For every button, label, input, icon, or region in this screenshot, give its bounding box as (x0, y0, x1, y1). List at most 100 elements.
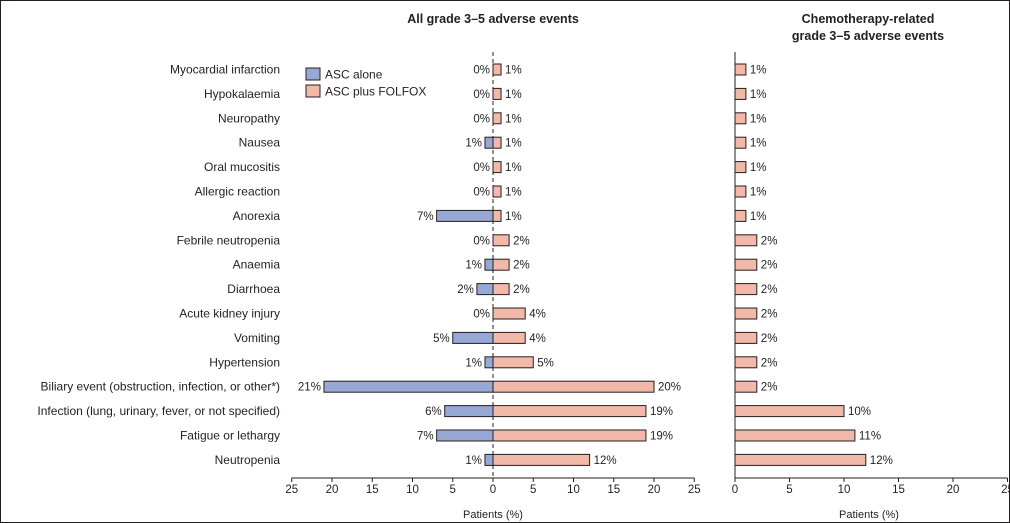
category-label-hypokalaemia: Hypokalaemia (204, 87, 280, 101)
chemo-bar-acute-kidney-injury (734, 307, 758, 320)
value-label-asc-alone-hypertension: 1% (465, 357, 482, 369)
bar-asc-plus-folfox-nausea (492, 136, 502, 149)
chemo-bar-myocardial-infarction (734, 63, 747, 76)
left-x-axis: 25 20 15 10 5 0 5 10 15 20 25 (285, 477, 701, 496)
value-label-asc-alone-allergic-reaction: 0% (473, 187, 490, 199)
left-tick-label: 25 (285, 484, 298, 496)
value-label-asc-alone-fatigue-or-lethargy: 7% (417, 431, 434, 443)
value-label-asc-alone-hypokalaemia: 0% (473, 89, 490, 101)
chemo-value-label-vomiting: 2% (761, 333, 778, 345)
chemo-value-label-anorexia: 1% (750, 211, 767, 223)
category-label-anaemia: Anaemia (233, 258, 281, 272)
chemo-value-label-myocardial-infarction: 1% (750, 65, 767, 77)
value-label-asc-plus-folfox-febrile-neutropenia: 2% (513, 235, 530, 247)
category-label-hypertension: Hypertension (209, 355, 280, 369)
value-label-asc-plus-folfox-hypertension: 5% (537, 357, 554, 369)
left-bars: Myocardial infarction 0% 1% Hypokalaemia 0% 1… (37, 52, 681, 478)
bar-asc-plus-folfox-febrile-neutropenia (492, 234, 510, 247)
chemo-bar-nausea (734, 136, 747, 149)
value-label-asc-alone-nausea: 1% (465, 138, 482, 150)
chemo-value-label-anaemia: 2% (761, 260, 778, 272)
left-tick-label: 10 (406, 484, 419, 496)
chemo-bar-vomiting (734, 331, 758, 344)
chemo-bar-neuropathy (734, 112, 747, 125)
chemo-bar-biliary-event-obstruction-infection-or-other (734, 380, 758, 393)
value-label-asc-alone-vomiting: 5% (433, 333, 450, 345)
chemo-value-label-biliary-event-obstruction-infection-or-other: 2% (761, 382, 778, 394)
value-label-asc-plus-folfox-anaemia: 2% (513, 260, 530, 272)
chemo-value-label-infection-lung-urinary-fever-or-not-specified: 10% (848, 406, 871, 418)
right-panel-title-line-1: Chemotherapy-related (802, 12, 935, 26)
chemo-value-label-febrile-neutropenia: 2% (761, 235, 778, 247)
bar-asc-plus-folfox-acute-kidney-injury (492, 307, 526, 320)
category-label-vomiting: Vomiting (234, 331, 280, 345)
value-label-asc-plus-folfox-fatigue-or-lethargy: 19% (650, 431, 673, 443)
bar-asc-alone-nausea (484, 136, 494, 149)
left-tick-label: 0 (490, 484, 496, 496)
legend: ASC alone ASC plus FOLFOX (305, 67, 426, 99)
right-panel-title-line-2: grade 3–5 adverse events (792, 29, 944, 43)
value-label-asc-plus-folfox-hypokalaemia: 1% (505, 89, 522, 101)
chemo-value-label-allergic-reaction: 1% (750, 187, 767, 199)
category-label-anorexia: Anorexia (233, 209, 281, 223)
chemo-value-label-fatigue-or-lethargy: 11% (859, 431, 881, 443)
category-label-allergic-reaction: Allergic reaction (195, 185, 280, 199)
category-label-nausea: Nausea (239, 136, 281, 150)
value-label-asc-plus-folfox-anorexia: 1% (505, 211, 522, 223)
bar-asc-plus-folfox-diarrhoea (492, 283, 510, 296)
bar-asc-plus-folfox-hypokalaemia (492, 87, 502, 100)
chemo-bar-febrile-neutropenia (734, 234, 758, 247)
chemo-bar-anorexia (734, 209, 747, 222)
category-label-acute-kidney-injury: Acute kidney injury (179, 307, 280, 321)
value-label-asc-alone-neutropenia: 1% (465, 455, 482, 467)
value-label-asc-alone-myocardial-infarction: 0% (473, 65, 490, 77)
value-label-asc-plus-folfox-vomiting: 4% (529, 333, 546, 345)
value-label-asc-plus-folfox-nausea: 1% (505, 138, 522, 150)
chemo-value-label-hypertension: 2% (761, 357, 778, 369)
legend-swatch-asc-alone (305, 67, 321, 81)
value-label-asc-plus-folfox-biliary-event-obstruction-infection-or-other: 20% (658, 382, 681, 394)
chemo-bar-allergic-reaction (734, 185, 747, 198)
bar-asc-plus-folfox-allergic-reaction (492, 185, 502, 198)
chemo-bar-hypokalaemia (734, 87, 747, 100)
bar-asc-plus-folfox-myocardial-infarction (492, 63, 502, 76)
value-label-asc-alone-acute-kidney-injury: 0% (473, 309, 490, 321)
chemo-bar-neutropenia (734, 453, 867, 466)
value-label-asc-alone-anorexia: 7% (417, 211, 434, 223)
bar-asc-plus-folfox-vomiting (492, 331, 526, 344)
category-label-biliary-event-obstruction-infection-or-other: Biliary event (obstruction, infection, o… (41, 380, 280, 394)
left-tick-label: 20 (648, 484, 661, 496)
value-label-asc-alone-infection-lung-urinary-fever-or-not-specified: 6% (425, 406, 442, 418)
bar-asc-plus-folfox-oral-mucositis (492, 161, 502, 174)
chemo-bar-infection-lung-urinary-fever-or-not-specified (734, 405, 845, 418)
chemo-bar-diarrhoea (734, 283, 758, 296)
right-x-axis: 0 5 10 15 20 25 (732, 477, 1010, 496)
right-tick-label: 25 (1001, 484, 1010, 496)
bar-asc-plus-folfox-neuropathy (492, 112, 502, 125)
bar-asc-alone-infection-lung-urinary-fever-or-not-specified (444, 405, 494, 418)
category-label-oral-mucositis: Oral mucositis (204, 160, 280, 174)
right-tick-label: 15 (892, 484, 905, 496)
bar-asc-plus-folfox-neutropenia (492, 453, 591, 466)
right-tick-label: 10 (838, 484, 851, 496)
chemo-value-label-neuropathy: 1% (750, 113, 767, 125)
category-label-neuropathy: Neuropathy (218, 111, 280, 125)
chemo-value-label-oral-mucositis: 1% (750, 162, 767, 174)
right-tick-label: 20 (947, 484, 960, 496)
bar-asc-alone-vomiting (452, 331, 494, 344)
chemo-value-label-nausea: 1% (750, 138, 767, 150)
chemo-value-label-acute-kidney-injury: 2% (761, 309, 778, 321)
value-label-asc-alone-febrile-neutropenia: 0% (473, 235, 490, 247)
category-label-myocardial-infarction: Myocardial infarction (170, 63, 280, 77)
bar-asc-plus-folfox-biliary-event-obstruction-infection-or-other (492, 380, 655, 393)
bar-asc-alone-anaemia (484, 258, 494, 271)
bar-asc-alone-anorexia (436, 209, 494, 222)
right-tick-label: 5 (786, 484, 792, 496)
value-label-asc-plus-folfox-neutropenia: 12% (594, 455, 617, 467)
value-label-asc-alone-anaemia: 1% (465, 260, 482, 272)
value-label-asc-alone-biliary-event-obstruction-infection-or-other: 21% (298, 382, 321, 394)
category-label-fatigue-or-lethargy: Fatigue or lethargy (180, 429, 280, 443)
right-tick-label: 0 (732, 484, 738, 496)
bar-asc-plus-folfox-hypertension (492, 356, 534, 369)
